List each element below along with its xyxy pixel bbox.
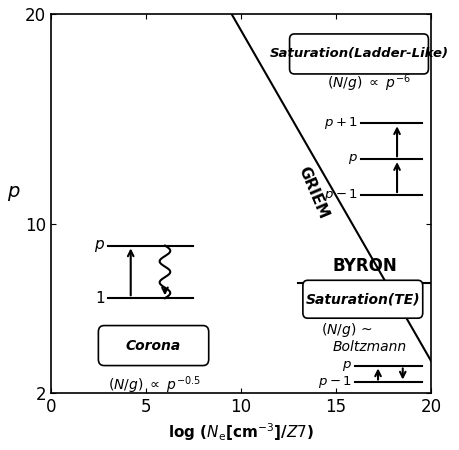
Text: $p+1$: $p+1$ xyxy=(324,116,357,131)
Y-axis label: $p$: $p$ xyxy=(7,184,21,203)
Text: $p$: $p$ xyxy=(94,238,105,253)
Text: $1$: $1$ xyxy=(95,290,105,306)
Text: Saturation(TE): Saturation(TE) xyxy=(305,292,419,306)
Text: $(N/g)$ $\propto$ $p^{-6}$: $(N/g)$ $\propto$ $p^{-6}$ xyxy=(326,72,410,94)
Text: Corona: Corona xyxy=(126,338,181,352)
Text: $(N/g)$ ~: $(N/g)$ ~ xyxy=(320,321,371,339)
Text: Saturation(Ladder-Like): Saturation(Ladder-Like) xyxy=(269,47,448,60)
FancyBboxPatch shape xyxy=(302,280,422,318)
Text: $p-1$: $p-1$ xyxy=(324,187,357,203)
FancyBboxPatch shape xyxy=(289,34,427,74)
Text: $p$: $p$ xyxy=(342,359,352,373)
Text: GRIEM: GRIEM xyxy=(295,165,330,221)
Text: BYRON: BYRON xyxy=(331,257,396,275)
Text: Boltzmann: Boltzmann xyxy=(332,340,406,354)
Text: $p$: $p$ xyxy=(347,152,357,166)
X-axis label: log ($N_{\mathrm{e}}$[cm$^{-3}$]/$Z7$): log ($N_{\mathrm{e}}$[cm$^{-3}$]/$Z7$) xyxy=(168,421,313,443)
Text: $p-1$: $p-1$ xyxy=(318,374,352,391)
Text: $(N/g)$ $\propto$ $p^{-0.5}$: $(N/g)$ $\propto$ $p^{-0.5}$ xyxy=(108,374,201,396)
FancyBboxPatch shape xyxy=(98,325,208,365)
